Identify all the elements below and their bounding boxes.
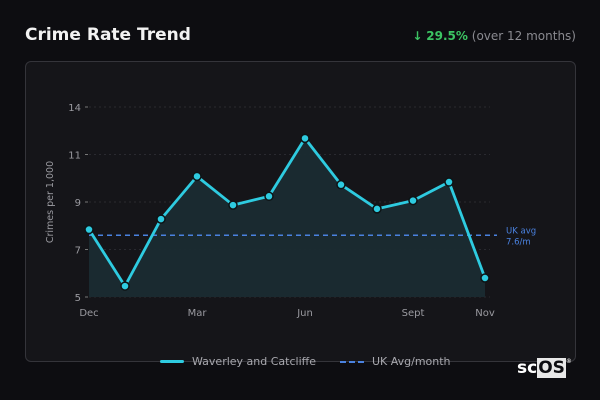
data-point-sept[interactable] [408,195,418,206]
x-tick-label: Mar [188,308,208,319]
x-tick-label: Nov [475,308,495,319]
legend-item-series[interactable]: Waverley and Catcliffe [160,355,316,368]
scos-logo: scOS® [517,358,572,378]
x-tick-label: Dec [79,308,98,319]
y-tick-label: 9 [75,198,81,209]
y-tick-label: 5 [75,293,81,304]
legend-label-uk-avg: UK Avg/month [371,355,451,368]
data-point-nov[interactable] [480,273,490,283]
y-axis-label: Crimes per 1,000 [45,161,56,243]
uk-average-label: UK avg [506,226,536,236]
data-point-oct[interactable] [444,177,454,187]
data-point-jan[interactable] [120,281,130,291]
legend-swatch-solid [160,360,184,363]
x-tick-label: Jun [296,308,313,319]
series-line [87,136,487,288]
change-period: (over 12 months) [471,29,576,43]
down-arrow-icon: ↓ [412,29,423,43]
change-value: 29.5% [426,29,468,43]
change-summary: ↓ 29.5% (over 12 months) [412,29,576,43]
data-point-apr[interactable] [228,200,238,210]
y-tick-label: 11 [68,151,81,162]
uk-average-value: 7.6/m [506,237,531,247]
y-tick-label: 14 [68,103,81,114]
data-point-mar[interactable] [192,171,202,182]
data-point-aug[interactable] [372,204,382,214]
chart-title: Crime Rate Trend [25,25,191,45]
legend-swatch-dashed [339,360,364,363]
data-point-jun[interactable] [300,133,310,144]
data-point-may[interactable] [264,191,274,202]
legend-item-uk-avg[interactable]: UK Avg/month [339,355,451,368]
data-point-dec[interactable] [84,224,94,235]
data-point-jul[interactable] [336,179,346,190]
data-point-feb[interactable] [156,214,166,224]
series-area [89,138,485,297]
legend-label-series: Waverley and Catcliffe [192,355,316,368]
y-tick-label: 7 [75,246,81,257]
legend: Waverley and Catcliffe UK Avg/month [160,355,475,368]
x-tick-label: Sept [402,308,425,319]
